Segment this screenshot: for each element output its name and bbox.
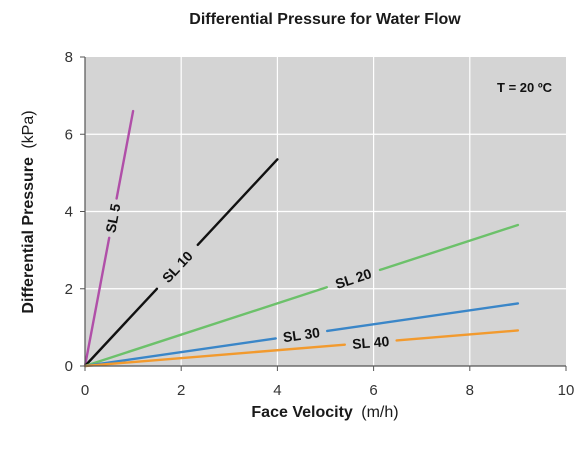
y-tick-label: 6 (65, 126, 73, 143)
y-axis-unit: (kPa) (20, 110, 37, 148)
y-tick-label: 8 (65, 49, 73, 66)
x-tick-label: 2 (177, 382, 185, 399)
series-line-sl20 (378, 223, 520, 272)
series-line-sl5 (115, 109, 135, 200)
y-axis-title: Differential Pressure (kPa) (20, 110, 37, 313)
axes (80, 56, 567, 371)
chart-title: Differential Pressure for Water Flow (189, 11, 461, 28)
tick-labels: 0 2 4 6 8 10 0 2 4 6 8 (65, 49, 575, 399)
series-line-sl40 (395, 329, 520, 342)
grid-lines (85, 57, 566, 366)
series-label-sl30: SL 30 (282, 324, 321, 345)
temperature-annotation: T = 20 ºC (497, 80, 553, 95)
series-line-sl30 (325, 302, 520, 333)
x-tick-label: 0 (81, 382, 89, 399)
x-tick-label: 8 (466, 382, 474, 399)
x-tick-label: 4 (273, 382, 281, 399)
series-line-sl5 (83, 236, 111, 368)
series-label-sl5: SL 5 (102, 202, 123, 234)
x-axis-unit: (m/h) (361, 404, 398, 421)
y-tick-label: 2 (65, 281, 73, 298)
x-tick-label: 10 (558, 382, 575, 399)
y-tick-label: 0 (65, 358, 73, 375)
series-line-sl30 (83, 337, 277, 368)
y-tick-label: 4 (65, 204, 73, 221)
series-line-sl10 (196, 158, 279, 247)
x-axis-label: Face Velocity (251, 404, 352, 421)
series-line-sl20 (83, 286, 328, 368)
x-tick-label: 6 (369, 382, 377, 399)
y-axis-label: Differential Pressure (20, 157, 37, 314)
series-line-sl10 (83, 287, 159, 368)
series-label-sl40: SL 40 (352, 333, 390, 352)
x-axis-title: Face Velocity (m/h) (251, 404, 398, 421)
series-line-sl40 (83, 343, 347, 368)
